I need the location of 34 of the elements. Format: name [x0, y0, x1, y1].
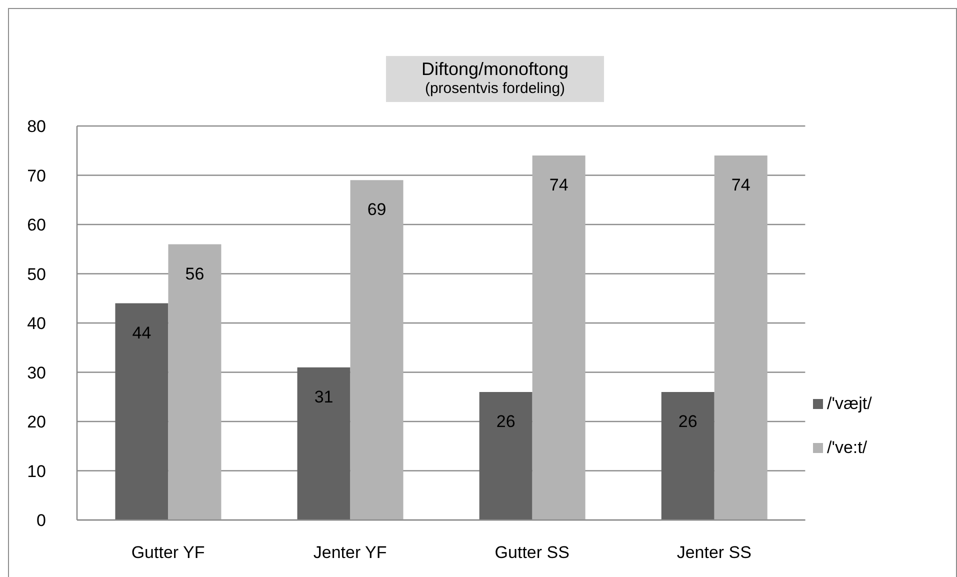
y-tick-label: 40	[27, 314, 46, 334]
x-tick-label: Jenter SS	[676, 543, 752, 562]
data-label: 31	[314, 387, 334, 406]
y-tick-label: 60	[27, 216, 46, 235]
bar	[479, 392, 532, 520]
data-label: 56	[185, 264, 204, 284]
data-label: 69	[367, 200, 386, 220]
data-label: 74	[731, 176, 750, 195]
y-tick-label: 30	[27, 363, 46, 382]
legend-label: /'væjt/	[827, 394, 872, 414]
data-label: 26	[496, 412, 516, 432]
bar	[115, 303, 168, 520]
data-label: 44	[132, 323, 152, 342]
chart-subtitle: (prosentvis fordeling)	[424, 80, 566, 98]
bar	[661, 392, 714, 520]
y-tick-label: 0	[36, 511, 46, 530]
title-box: Diftong/monoftong (prosentvis fordeling)	[386, 56, 604, 102]
x-tick-label: Jenter YF	[313, 543, 387, 562]
y-tick-label: 80	[27, 117, 46, 136]
data-label: 26	[678, 412, 698, 432]
y-tick-label: 10	[27, 462, 46, 481]
chart-title: Diftong/monoftong	[420, 59, 570, 80]
bar	[532, 156, 586, 520]
bar	[297, 367, 350, 520]
y-tick-label: 20	[27, 412, 46, 432]
bar	[714, 156, 768, 520]
bar	[168, 244, 222, 520]
y-tick-label: 70	[27, 166, 46, 186]
bar	[350, 180, 404, 520]
x-tick-label: Gutter SS	[494, 543, 570, 562]
data-label: 74	[549, 176, 568, 195]
x-tick-label: Gutter YF	[131, 543, 205, 562]
y-tick-label: 50	[27, 264, 46, 284]
legend-label: /'ve:t/	[827, 438, 868, 458]
